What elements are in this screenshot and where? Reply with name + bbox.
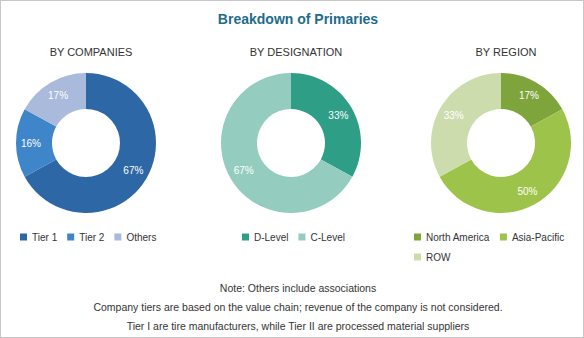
svg-text:Others: Others bbox=[126, 232, 156, 243]
svg-text:33%: 33% bbox=[444, 110, 464, 121]
svg-text:Tier 2: Tier 2 bbox=[79, 232, 105, 243]
svg-text:North America: North America bbox=[426, 232, 490, 243]
svg-text:33%: 33% bbox=[328, 110, 348, 121]
svg-text:Tier 1: Tier 1 bbox=[32, 232, 58, 243]
svg-text:17%: 17% bbox=[519, 90, 539, 101]
svg-text:C-Level: C-Level bbox=[310, 232, 344, 243]
svg-text:Note: Others include associati: Note: Others include associations bbox=[220, 282, 376, 294]
svg-text:67%: 67% bbox=[123, 165, 143, 176]
svg-text:16%: 16% bbox=[21, 138, 41, 149]
svg-text:BY COMPANIES: BY COMPANIES bbox=[50, 46, 133, 58]
svg-text:Tier I are tire manufacturers,: Tier I are tire manufacturers, while Tie… bbox=[127, 320, 470, 332]
svg-text:BY REGION: BY REGION bbox=[476, 46, 537, 58]
svg-text:Company tiers are based on the: Company tiers are based on the value cha… bbox=[93, 301, 502, 313]
svg-text:Asia-Pacific: Asia-Pacific bbox=[512, 232, 564, 243]
svg-text:50%: 50% bbox=[517, 186, 537, 197]
svg-text:Breakdown of Primaries: Breakdown of Primaries bbox=[218, 11, 378, 27]
svg-text:67%: 67% bbox=[234, 165, 254, 176]
svg-text:BY DESIGNATION: BY DESIGNATION bbox=[250, 46, 343, 58]
svg-text:ROW: ROW bbox=[426, 252, 451, 263]
svg-text:17%: 17% bbox=[48, 90, 68, 101]
svg-text:D-Level: D-Level bbox=[254, 232, 288, 243]
